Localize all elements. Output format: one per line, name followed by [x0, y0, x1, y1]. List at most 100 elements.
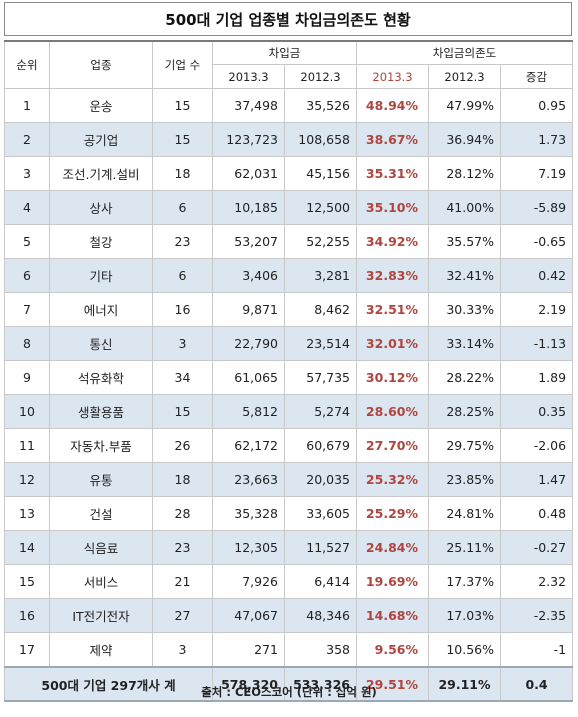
cell-dependency-2012: 41.00%: [428, 190, 501, 225]
cell-dependency-2013: 34.92%: [356, 224, 429, 259]
cell-borrowings-2013: 3,406: [212, 258, 285, 293]
cell-industry: 철강: [49, 224, 153, 259]
cell-company-count: 28: [152, 496, 213, 531]
cell-dependency-2012: 28.25%: [428, 394, 501, 429]
cell-dependency-2012: 47.99%: [428, 88, 501, 123]
cell-borrowings-2012: 3,281: [284, 258, 357, 293]
cell-borrowings-2012: 33,605: [284, 496, 357, 531]
cell-rank: 6: [4, 258, 50, 293]
cell-company-count: 15: [152, 88, 213, 123]
table-row: 12 유통 18 23,663 20,035 25.32% 23.85% 1.47: [4, 462, 574, 497]
cell-borrowings-2013: 9,871: [212, 292, 285, 327]
cell-dependency-2012: 28.22%: [428, 360, 501, 395]
table-row: 3 조선.기계.설비 18 62,031 45,156 35.31% 28.12% 7.19: [4, 156, 574, 191]
cell-company-count: 27: [152, 598, 213, 633]
cell-industry: 생활용품: [49, 394, 153, 429]
table-row: 16 IT전기전자 27 47,067 48,346 14.68% 17.03% -2.35: [4, 598, 574, 633]
cell-borrowings-2013: 61,065: [212, 360, 285, 395]
cell-dependency-2013: 14.68%: [356, 598, 429, 633]
cell-dependency-2013: 35.10%: [356, 190, 429, 225]
cell-dependency-2013: 32.01%: [356, 326, 429, 361]
cell-rank: 8: [4, 326, 50, 361]
cell-rank: 7: [4, 292, 50, 327]
cell-borrowings-2012: 60,679: [284, 428, 357, 463]
cell-industry: 조선.기계.설비: [49, 156, 153, 191]
cell-borrowings-2013: 12,305: [212, 530, 285, 565]
cell-change: 0.95: [499, 88, 574, 123]
cell-company-count: 18: [152, 462, 213, 497]
cell-dependency-2013: 25.29%: [356, 496, 429, 531]
cell-change: 7.19: [499, 156, 574, 191]
header-industry: 업종: [49, 40, 153, 89]
cell-company-count: 26: [152, 428, 213, 463]
cell-industry: 건설: [49, 496, 153, 531]
cell-dependency-2013: 30.12%: [356, 360, 429, 395]
cell-change: 1.73: [499, 122, 574, 157]
cell-industry: 운송: [49, 88, 153, 123]
cell-company-count: 23: [152, 530, 213, 565]
cell-borrowings-2012: 48,346: [284, 598, 357, 633]
table-body: 1 운송 15 37,498 35,526 48.94% 47.99% 0.95 2 공기업 15 1…: [4, 88, 574, 668]
cell-rank: 17: [4, 632, 50, 668]
cell-dependency-2013: 28.60%: [356, 394, 429, 429]
cell-rank: 14: [4, 530, 50, 565]
header-borrowings-2013: 2013.3: [212, 64, 285, 89]
cell-dependency-2012: 25.11%: [428, 530, 501, 565]
cell-company-count: 6: [152, 190, 213, 225]
cell-borrowings-2013: 62,172: [212, 428, 285, 463]
cell-rank: 13: [4, 496, 50, 531]
table-row: 5 철강 23 53,207 52,255 34.92% 35.57% -0.65: [4, 224, 574, 259]
cell-industry: 공기업: [49, 122, 153, 157]
table-row: 4 상사 6 10,185 12,500 35.10% 41.00% -5.89: [4, 190, 574, 225]
cell-change: 0.35: [499, 394, 574, 429]
header-dependency: 차입금의존도: [355, 40, 574, 65]
cell-rank: 2: [4, 122, 50, 157]
cell-change: 1.47: [499, 462, 574, 497]
cell-dependency-2013: 9.56%: [356, 632, 429, 668]
cell-change: -2.06: [499, 428, 574, 463]
cell-dependency-2012: 30.33%: [428, 292, 501, 327]
cell-dependency-2013: 24.84%: [356, 530, 429, 565]
table-row: 17 제약 3 271 358 9.56% 10.56% -1: [4, 632, 574, 668]
cell-rank: 16: [4, 598, 50, 633]
header-company-count: 기업 수: [152, 40, 213, 89]
cell-industry: 에너지: [49, 292, 153, 327]
cell-borrowings-2012: 108,658: [284, 122, 357, 157]
cell-dependency-2012: 36.94%: [428, 122, 501, 157]
cell-change: -5.89: [499, 190, 574, 225]
cell-dependency-2012: 35.57%: [428, 224, 501, 259]
cell-borrowings-2013: 10,185: [212, 190, 285, 225]
cell-dependency-2013: 32.83%: [356, 258, 429, 293]
cell-borrowings-2012: 35,526: [284, 88, 357, 123]
cell-company-count: 3: [152, 632, 213, 668]
cell-change: -1.13: [499, 326, 574, 361]
cell-company-count: 21: [152, 564, 213, 599]
cell-rank: 11: [4, 428, 50, 463]
cell-rank: 10: [4, 394, 50, 429]
cell-industry: 자동차.부품: [49, 428, 153, 463]
cell-borrowings-2012: 358: [284, 632, 357, 668]
cell-industry: 제약: [49, 632, 153, 668]
cell-company-count: 18: [152, 156, 213, 191]
cell-borrowings-2012: 12,500: [284, 190, 357, 225]
cell-change: 1.89: [499, 360, 574, 395]
cell-dependency-2012: 17.03%: [428, 598, 501, 633]
cell-borrowings-2012: 52,255: [284, 224, 357, 259]
cell-industry: 상사: [49, 190, 153, 225]
total-label: 500대 기업 297개사 계: [4, 666, 213, 702]
cell-industry: 서비스: [49, 564, 153, 599]
cell-company-count: 15: [152, 122, 213, 157]
borrowing-dependency-table: 순위 업종 기업 수 차입금 차입금의존도 2013.3 2012.3 2013…: [4, 40, 574, 702]
cell-dependency-2013: 35.31%: [356, 156, 429, 191]
cell-dependency-2012: 10.56%: [428, 632, 501, 668]
table-row: 8 통신 3 22,790 23,514 32.01% 33.14% -1.13: [4, 326, 574, 361]
cell-company-count: 3: [152, 326, 213, 361]
header-borrowings-2012: 2012.3: [284, 64, 357, 89]
table-header: 순위 업종 기업 수 차입금 차입금의존도 2013.3 2012.3 2013…: [4, 40, 574, 89]
table-row: 11 자동차.부품 26 62,172 60,679 27.70% 29.75% -2.06: [4, 428, 574, 463]
cell-dependency-2013: 27.70%: [356, 428, 429, 463]
cell-dependency-2012: 17.37%: [428, 564, 501, 599]
cell-rank: 3: [4, 156, 50, 191]
header-dependency-2013: 2013.3: [356, 64, 429, 89]
cell-borrowings-2013: 35,328: [212, 496, 285, 531]
